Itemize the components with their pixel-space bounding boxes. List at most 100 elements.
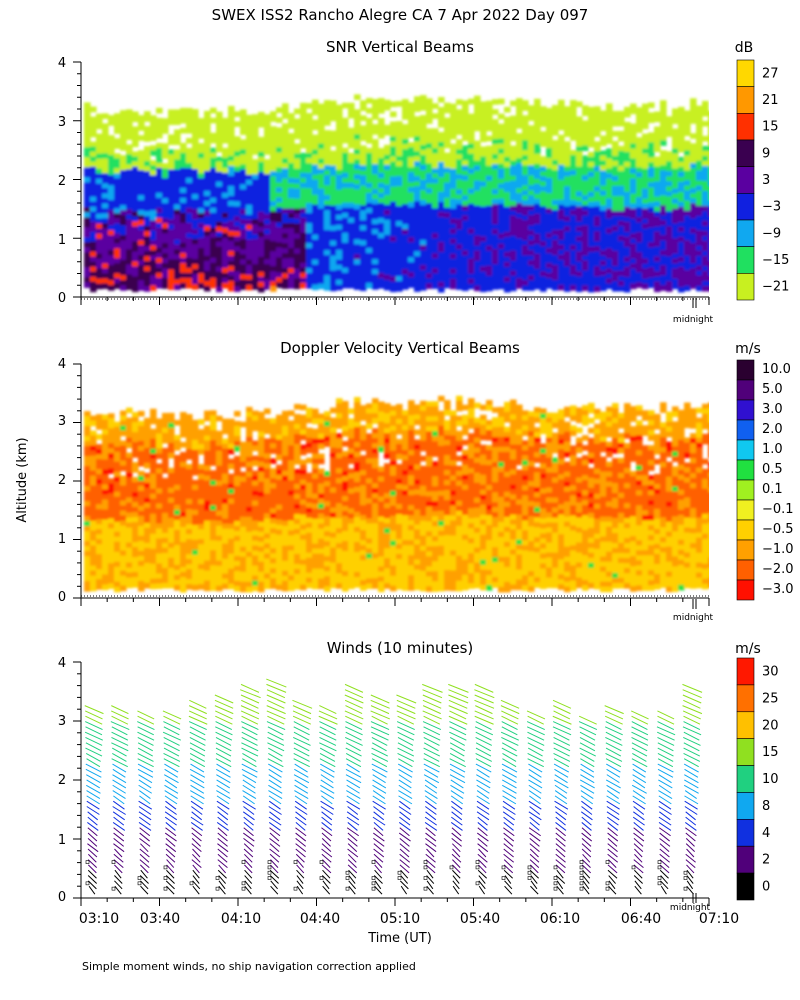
- heatmap-cell: [708, 140, 709, 147]
- heatmap-cell: [276, 474, 283, 481]
- heatmap-cell: [570, 185, 577, 191]
- heatmap-cell: [432, 128, 439, 134]
- heatmap-cell: [120, 180, 127, 186]
- colorbar-tick-label: 15: [762, 120, 779, 135]
- heatmap-cell: [192, 439, 199, 446]
- heatmap-cell: [414, 246, 421, 252]
- heatmap-cell: [138, 280, 145, 286]
- heatmap-cell: [600, 220, 607, 227]
- heatmap-cell: [132, 111, 139, 118]
- heatmap-cell: [570, 125, 577, 131]
- heatmap-cell: [510, 205, 517, 212]
- heatmap-cell: [228, 260, 235, 267]
- heatmap-cell: [354, 144, 361, 150]
- heatmap-cell: [414, 276, 421, 282]
- heatmap-cell: [528, 230, 535, 236]
- heatmap-cell: [210, 117, 217, 124]
- heatmap-cell: [528, 250, 535, 256]
- heatmap-cell: [450, 198, 457, 205]
- heatmap-cell: [630, 213, 637, 220]
- heatmap-cell: [426, 213, 433, 219]
- heatmap-cell: [306, 233, 313, 239]
- heatmap-cell: [426, 258, 433, 264]
- heatmap-cell: [198, 183, 205, 189]
- heatmap-cell: [582, 195, 589, 202]
- heatmap-cell: [672, 108, 679, 115]
- heatmap-cell: [150, 170, 157, 176]
- heatmap-cell: [162, 223, 169, 229]
- heatmap-cell: [330, 140, 337, 147]
- heatmap-cell: [564, 186, 571, 192]
- heatmap-cell: [504, 131, 511, 138]
- heatmap-cell: [162, 228, 169, 234]
- heatmap-cell: [456, 264, 463, 270]
- heatmap-cell: [552, 180, 559, 186]
- heatmap-cell: [114, 481, 121, 488]
- heatmap-cell: [564, 216, 571, 222]
- heatmap-cell: [492, 154, 499, 160]
- heatmap-cell: [234, 111, 241, 117]
- heatmap-cell: [246, 199, 253, 206]
- heatmap-cell: [246, 456, 253, 463]
- heatmap-cell: [270, 231, 277, 237]
- heatmap-cell: [678, 176, 685, 183]
- heatmap-cell: [342, 177, 349, 184]
- heatmap-cell: [438, 271, 445, 278]
- heatmap-cell: [264, 219, 271, 225]
- heatmap-cell: [534, 283, 541, 290]
- heatmap-cell: [132, 271, 139, 278]
- heatmap-cell: [114, 586, 121, 593]
- heatmap-cell: [606, 228, 613, 234]
- heatmap-cell: [522, 150, 529, 156]
- heatmap-cell: [240, 189, 247, 195]
- heatmap-cell: [108, 215, 115, 221]
- heatmap-cell: [180, 456, 187, 463]
- heatmap-cell: [618, 225, 625, 232]
- heatmap-cell: [294, 268, 301, 275]
- heatmap-cell: [144, 557, 151, 564]
- heatmap-cell: [660, 130, 667, 136]
- heatmap-cell: [102, 243, 109, 249]
- heatmap-cell: [198, 469, 205, 475]
- heatmap-cell: [450, 128, 457, 135]
- heatmap-cell: [630, 173, 637, 180]
- heatmap-cell: [102, 539, 109, 546]
- heatmap-cell: [522, 265, 529, 271]
- heatmap-cell: [210, 137, 217, 144]
- heatmap-cell: [570, 155, 577, 161]
- heatmap-cell: [84, 566, 91, 572]
- heatmap-cell: [216, 470, 223, 477]
- heatmap-cell: [168, 259, 175, 266]
- heatmap-cell: [162, 492, 169, 499]
- heatmap-cell: [594, 206, 601, 212]
- heatmap-cell: [426, 183, 433, 189]
- heatmap-cell: [96, 278, 103, 285]
- heatmap-cell: [222, 538, 229, 545]
- colorbar-tick-label: 3: [762, 173, 770, 188]
- heatmap-cell: [342, 217, 349, 224]
- heatmap-cell: [234, 221, 241, 227]
- heatmap-cell: [258, 186, 265, 193]
- heatmap-cell: [354, 174, 361, 180]
- heatmap-cell: [132, 261, 139, 268]
- heatmap-cell: [594, 106, 601, 112]
- heatmap-cell: [96, 213, 103, 220]
- heatmap-cell: [156, 267, 163, 274]
- heatmap-cell: [594, 191, 601, 197]
- heatmap-cell: [126, 437, 133, 444]
- heatmap-cell: [102, 479, 109, 486]
- heatmap-cell: [486, 175, 493, 182]
- heatmap-cell: [282, 550, 289, 557]
- heatmap-cell: [144, 522, 151, 529]
- heatmap-cell: [498, 213, 505, 220]
- heatmap-cell: [600, 215, 607, 222]
- heatmap-cell: [204, 240, 211, 247]
- heatmap-cell: [108, 150, 115, 156]
- heatmap-cell: [390, 186, 397, 193]
- heatmap-cell: [558, 264, 565, 271]
- heatmap-cell: [234, 181, 241, 187]
- heatmap-cell: [90, 141, 97, 148]
- heatmap-cell: [600, 175, 607, 182]
- heatmap-cell: [102, 514, 109, 521]
- heatmap-cell: [648, 247, 655, 253]
